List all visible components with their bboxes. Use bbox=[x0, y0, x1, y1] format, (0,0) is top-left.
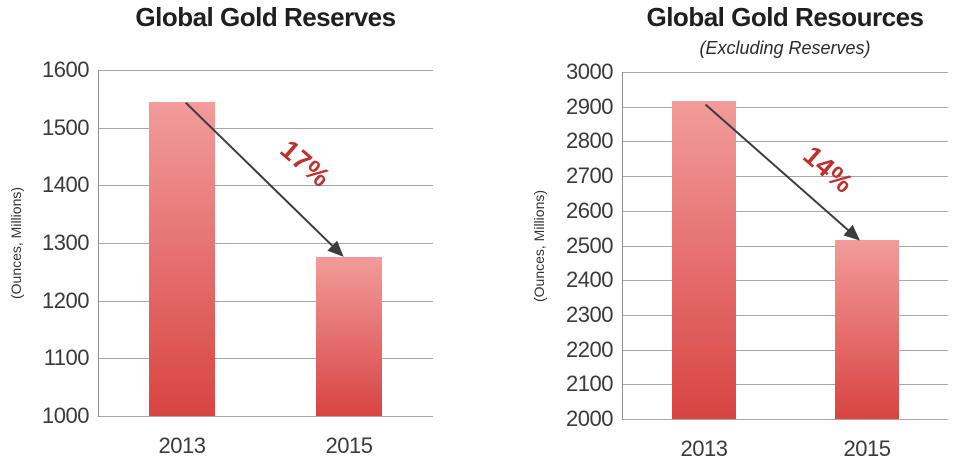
y-tick-label: 1300 bbox=[42, 230, 89, 255]
gridline bbox=[622, 141, 948, 142]
bar-2015 bbox=[835, 240, 899, 419]
chart-global-gold-resources: Global Gold Resources (Excluding Reserve… bbox=[479, 0, 958, 466]
gridline bbox=[98, 416, 433, 417]
bar-2013 bbox=[149, 102, 215, 416]
x-tick-label: 2015 bbox=[325, 433, 373, 458]
y-tick-label: 2300 bbox=[566, 302, 613, 327]
gridline bbox=[622, 72, 948, 73]
x-tick-label: 2013 bbox=[158, 433, 206, 458]
y-tick-label: 2200 bbox=[566, 337, 613, 362]
y-tick-label: 1600 bbox=[42, 57, 89, 82]
y-tick-label: 3000 bbox=[566, 59, 613, 84]
gridline bbox=[622, 176, 948, 177]
y-tick-label: 1100 bbox=[43, 345, 90, 370]
bar-2015 bbox=[316, 257, 382, 416]
y-tick-label: 2600 bbox=[566, 198, 613, 223]
y-tick-label: 2900 bbox=[566, 94, 613, 119]
y-tick-label: 1200 bbox=[42, 288, 89, 313]
y-tick-label: 1400 bbox=[42, 172, 89, 197]
gridline bbox=[622, 350, 948, 351]
y-tick-label: 2800 bbox=[566, 128, 613, 153]
y-tick-label: 2400 bbox=[566, 267, 613, 292]
gridline bbox=[98, 358, 433, 359]
y-tick-label: 1000 bbox=[42, 403, 89, 428]
bar-2013 bbox=[672, 101, 736, 419]
gridline bbox=[622, 280, 948, 281]
y-tick-label: 2500 bbox=[566, 233, 613, 258]
y-tick-label: 2000 bbox=[566, 406, 613, 431]
chart-title: Global Gold Reserves bbox=[135, 2, 396, 32]
y-tick-label: 1500 bbox=[42, 115, 89, 140]
y-axis-line bbox=[622, 72, 623, 420]
gridline bbox=[622, 315, 948, 316]
y-tick-label: 2700 bbox=[566, 163, 613, 188]
gridline bbox=[622, 419, 948, 420]
x-tick-label: 2015 bbox=[843, 436, 891, 461]
x-tick-label: 2013 bbox=[680, 436, 728, 461]
chart-subtitle: (Excluding Reserves) bbox=[699, 38, 871, 58]
gridline bbox=[622, 107, 948, 108]
gridline bbox=[622, 211, 948, 212]
gridline bbox=[622, 384, 948, 385]
chart-title: Global Gold Resources bbox=[646, 2, 924, 32]
gridline bbox=[98, 70, 433, 71]
gridline bbox=[98, 301, 433, 302]
y-tick-label: 2100 bbox=[566, 371, 613, 396]
chart-global-gold-reserves: Global Gold Reserves (Ounces, Millions) … bbox=[8, 2, 433, 458]
gridline bbox=[622, 246, 948, 247]
y-axis-line bbox=[98, 70, 99, 417]
percent-change-label: 14% bbox=[797, 140, 860, 200]
